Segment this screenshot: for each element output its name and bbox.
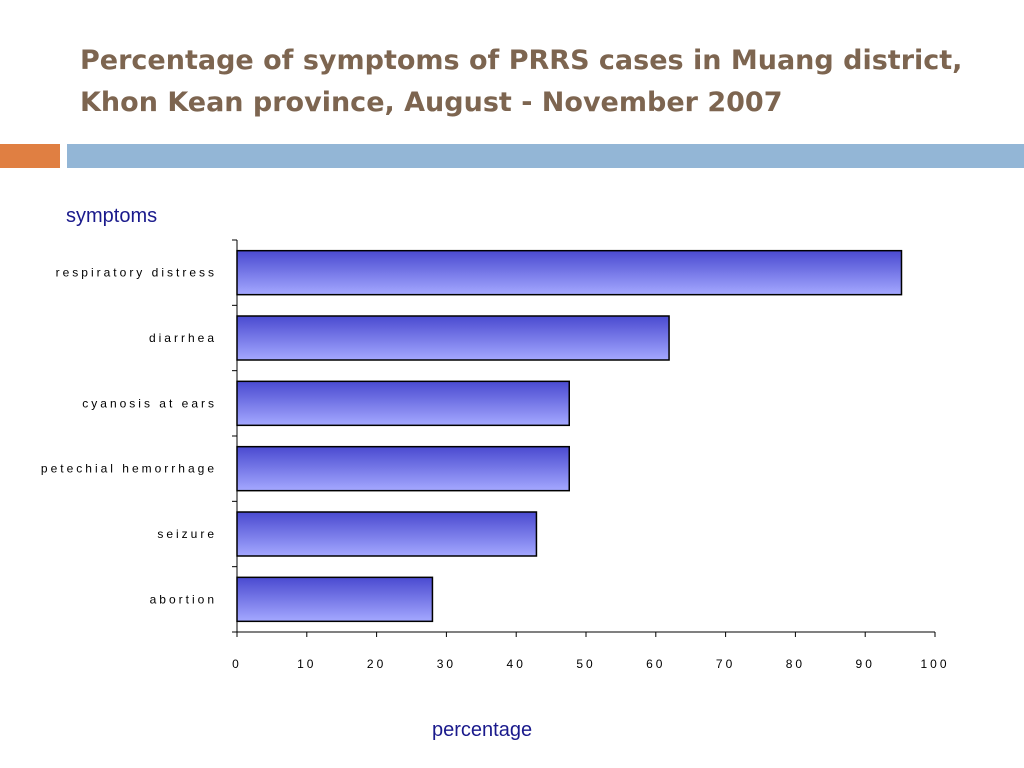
x-tick-label: 80 — [786, 657, 805, 671]
title-line-1: Percentage of symptoms of PRRS cases in … — [80, 45, 963, 76]
bar — [236, 380, 570, 427]
x-tick-label: 20 — [367, 657, 386, 671]
bar — [236, 315, 670, 361]
accent-bar-blue — [67, 144, 1024, 168]
title-line-2: Khon Kean province, August - November 20… — [80, 87, 783, 118]
category-label: seizure — [157, 527, 217, 541]
x-tick-label: 60 — [646, 657, 665, 671]
accent-bar-orange — [0, 144, 60, 168]
x-tick-label: 50 — [576, 657, 595, 671]
page-title: Percentage of symptoms of PRRS cases in … — [80, 40, 980, 124]
category-label: cyanosis at ears — [82, 396, 217, 410]
x-axis-title: percentage — [432, 719, 533, 741]
category-label: abortion — [150, 592, 217, 606]
x-tick-label: 30 — [437, 657, 456, 671]
bar — [236, 445, 570, 492]
x-tick-label: 90 — [856, 657, 875, 671]
y-axis-title: symptoms — [66, 205, 158, 227]
category-label: diarrhea — [149, 331, 217, 345]
x-tick-label: 40 — [507, 657, 526, 671]
category-label: petechial hemorrhage — [41, 462, 217, 476]
x-tick-label: 70 — [716, 657, 735, 671]
bar — [236, 511, 538, 557]
x-tick-label: 100 — [920, 657, 949, 671]
x-tick-label: 10 — [297, 657, 316, 671]
category-label: respiratory distress — [56, 266, 217, 280]
x-tick-label: 0 — [232, 657, 242, 671]
bar — [236, 249, 903, 296]
bar — [236, 576, 434, 623]
